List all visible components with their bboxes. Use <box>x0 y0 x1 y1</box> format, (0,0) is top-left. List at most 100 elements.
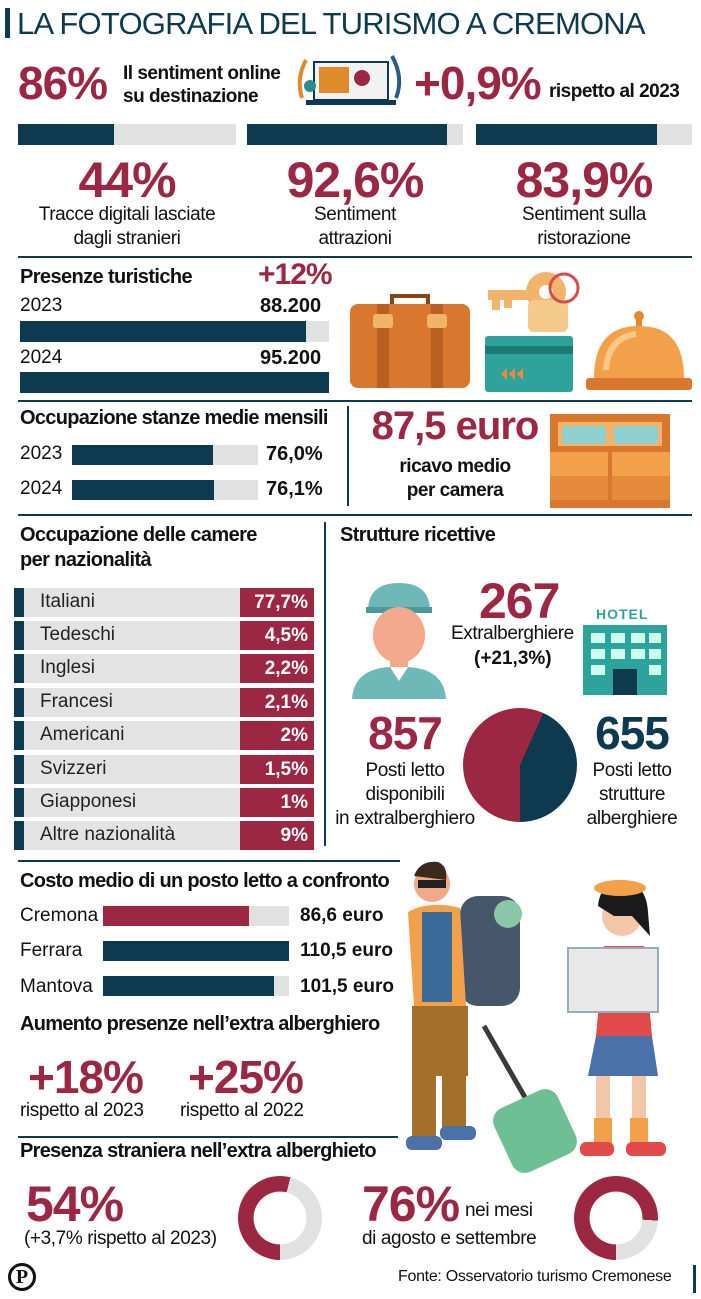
nazionalita-name: Giapponesi <box>40 791 137 812</box>
nazionalita-row: Tedeschi 4,5% <box>14 621 314 650</box>
kpi-label-3b: ristorazione <box>537 228 631 249</box>
kpi-label-2b: attrazioni <box>318 228 392 249</box>
nazionalita-name: Inglesi <box>40 657 95 678</box>
nazionalita-row: Italiani 77,7% <box>14 588 314 617</box>
reception-bell-icon <box>586 310 692 392</box>
nazionalita-name: Svizzeri <box>40 758 107 779</box>
ricavo-label-2: per camera <box>406 480 504 501</box>
nazionalita-name: Americani <box>40 724 125 745</box>
nazionalita-value: 77,7% <box>240 588 314 617</box>
kpi-label-3a: Sentiment sulla <box>522 204 646 225</box>
nazionalita-row: Francesi 2,1% <box>14 688 314 717</box>
kpi-bar-track-3 <box>476 124 692 145</box>
posti-letto-pie <box>463 708 577 822</box>
nazionalita-name: Tedeschi <box>40 624 115 645</box>
nazionalita-value: 2% <box>240 721 314 750</box>
occupazione-value-2024: 76,1% <box>266 478 323 500</box>
aumento-value-1: +18% <box>28 1051 144 1103</box>
change-label: rispetto al 2023 <box>549 81 680 102</box>
occupazione-bar-2023 <box>72 445 258 465</box>
key-icon <box>484 266 580 336</box>
keycard-icon <box>485 336 573 392</box>
presenze-bar-2024 <box>20 372 329 393</box>
row-marker <box>14 755 24 784</box>
costo-value-cremona: 86,6 euro <box>300 905 384 926</box>
sentiment-label-2: su destinazione <box>123 86 259 107</box>
presenze-year-2024: 2024 <box>20 347 63 368</box>
sentiment-label-1: Il sentiment online <box>123 63 281 84</box>
vertical-divider-2 <box>324 522 326 846</box>
straniera-right-label-2: di agosto e settembre <box>362 1228 537 1249</box>
straniera-left-value: 54% <box>26 1176 124 1232</box>
posti-extra-label-3: in extralberghiero <box>335 808 475 829</box>
receptionist-illustration <box>350 577 448 699</box>
nazionalita-name: Altre nazionalità <box>40 824 176 845</box>
costo-city-mantova: Mantova <box>20 976 93 997</box>
occupazione-year-2023: 2023 <box>20 443 63 464</box>
presenze-title: Presenze turistiche <box>20 266 193 288</box>
divider-1 <box>18 256 692 258</box>
bed-illustration <box>548 412 672 510</box>
kpi-value-2: 92,6% <box>286 152 425 208</box>
straniera-right-donut <box>574 1176 658 1260</box>
nazionalita-title-2: per nazionalità <box>20 549 152 571</box>
nazionalita-value: 4,5% <box>240 621 314 650</box>
strutture-extra-label: Extralberghiere <box>451 623 574 644</box>
aumento-title: Aumento presenze nell’extra alberghiero <box>20 1013 380 1035</box>
kpi-value-1: 44% <box>78 152 176 208</box>
presenze-year-2023: 2023 <box>20 295 63 316</box>
posti-alb-label-3: alberghiere <box>586 808 678 829</box>
nazionalita-row: Americani 2% <box>14 721 314 750</box>
posti-alb-label-2: strutture <box>598 784 666 805</box>
kpi-bar-track-1 <box>18 124 236 145</box>
sentiment-value: 86% <box>18 57 108 109</box>
nazionalita-row: Inglesi 2,2% <box>14 654 314 683</box>
source-text: Fonte: Osservatorio turismo Cremonese <box>398 1268 672 1285</box>
posti-extra-label-2: disponibili <box>365 784 445 805</box>
nazionalita-name: Francesi <box>40 691 113 712</box>
nazionalita-row: Giapponesi 1% <box>14 788 314 817</box>
hotel-sign: HOTEL <box>596 606 649 622</box>
occupazione-year-2024: 2024 <box>20 478 63 499</box>
strutture-extra-count: 267 <box>479 573 560 629</box>
kpi-bar-track-2 <box>247 124 463 145</box>
nazionalita-row: Altre nazionalità 9% <box>14 821 314 850</box>
presenze-value-2023: 88.200 <box>260 295 322 317</box>
costo-value-mantova: 101,5 euro <box>300 976 394 997</box>
row-marker <box>14 821 24 850</box>
aumento-label-2: rispetto al 2022 <box>180 1100 304 1121</box>
straniera-left-label: (+3,7% rispetto al 2023) <box>24 1228 217 1249</box>
nazionalita-value: 2,1% <box>240 688 314 717</box>
occupazione-bar-2024 <box>72 480 258 500</box>
footer-accent-bar <box>693 1265 696 1293</box>
nazionalita-value: 9% <box>240 821 314 850</box>
kpi-label-1a: Tracce digitali lasciate <box>38 204 216 225</box>
title-accent-bar <box>5 8 10 38</box>
travellers-illustration <box>400 856 692 1174</box>
row-marker <box>14 654 24 683</box>
posti-extra-value: 857 <box>368 707 443 759</box>
strutture-extra-change: (+21,3%) <box>474 648 552 669</box>
row-marker <box>14 688 24 717</box>
aumento-value-2: +25% <box>188 1051 304 1103</box>
hotel-building-illustration <box>583 605 667 695</box>
page-title: LA FOTOGRAFIA DEL TURISMO A CREMONA <box>17 6 646 41</box>
ricavo-label-1: ricavo medio <box>399 456 511 477</box>
nazionalita-value: 1% <box>240 788 314 817</box>
presenze-value-2024: 95.200 <box>260 347 322 369</box>
posti-extra-label-1: Posti letto <box>365 760 445 781</box>
kpi-label-1b: dagli stranieri <box>73 228 181 249</box>
nazionalita-name: Italiani <box>40 591 95 612</box>
divider-5 <box>18 1136 398 1138</box>
costo-title: Costo medio di un posto letto a confront… <box>20 870 390 892</box>
kpi-value-3: 83,9% <box>515 152 654 208</box>
costo-bar-cremona <box>103 906 289 926</box>
aumento-label-1: rispetto al 2023 <box>20 1100 144 1121</box>
costo-bar-mantova <box>103 976 289 996</box>
nazionalita-value: 2,2% <box>240 654 314 683</box>
divider-2 <box>18 400 692 402</box>
nazionalita-value: 1,5% <box>240 755 314 784</box>
strutture-title: Strutture ricettive <box>340 524 496 546</box>
divider-4 <box>18 860 400 862</box>
straniera-right-value: 76% <box>362 1176 460 1232</box>
